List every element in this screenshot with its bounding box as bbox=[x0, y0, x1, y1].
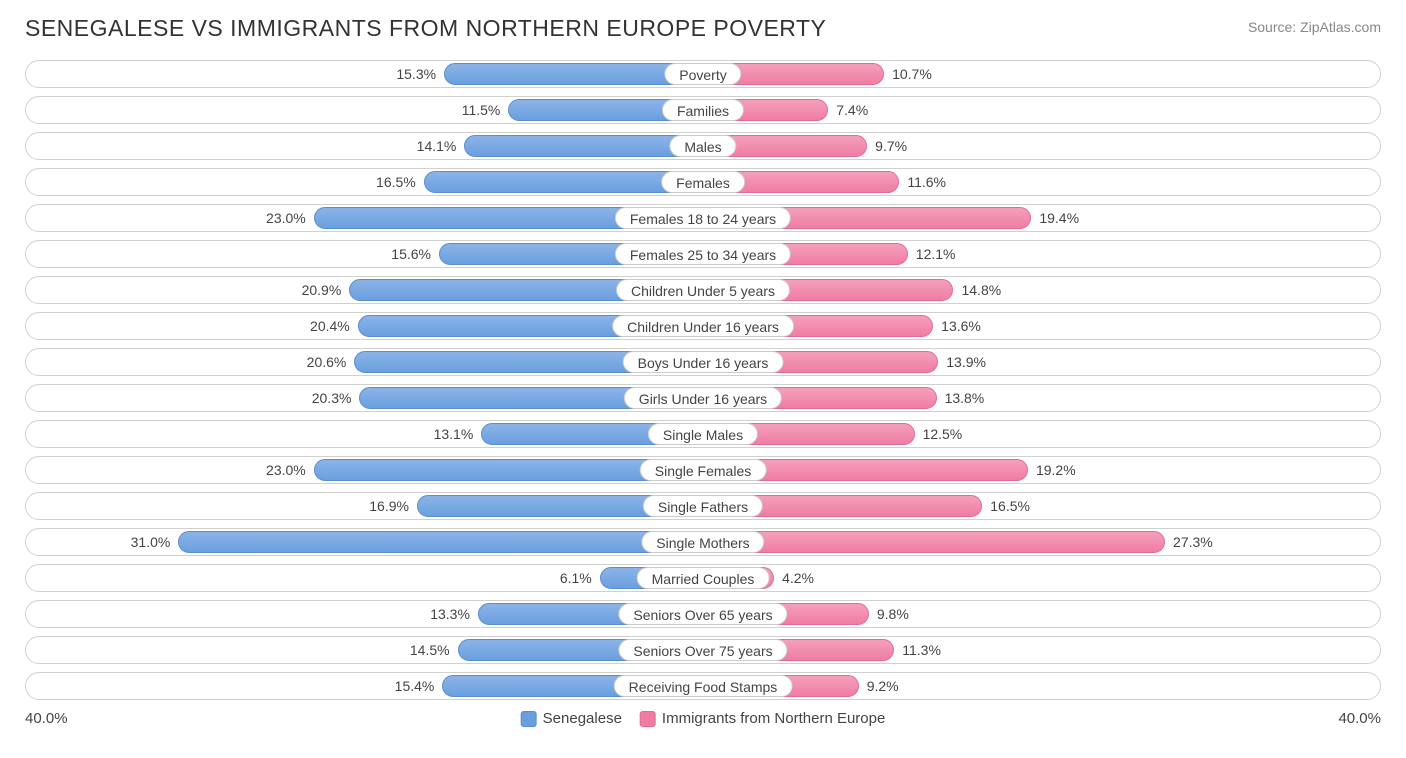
chart-row: 6.1% 4.2% Married Couples bbox=[25, 564, 1381, 592]
value-right: 12.1% bbox=[916, 241, 956, 267]
category-label: Girls Under 16 years bbox=[624, 387, 782, 409]
legend-item-right: Immigrants from Northern Europe bbox=[640, 710, 885, 727]
chart-source: Source: ZipAtlas.com bbox=[1248, 15, 1381, 35]
value-left: 14.5% bbox=[410, 637, 450, 663]
category-label: Married Couples bbox=[637, 567, 770, 589]
category-label: Females bbox=[661, 171, 745, 193]
category-label: Seniors Over 75 years bbox=[618, 639, 787, 661]
category-label: Males bbox=[669, 135, 736, 157]
value-left: 11.5% bbox=[462, 97, 501, 123]
legend-label-right: Immigrants from Northern Europe bbox=[662, 710, 885, 727]
value-right: 13.6% bbox=[941, 313, 981, 339]
chart-title: SENEGALESE VS IMMIGRANTS FROM NORTHERN E… bbox=[25, 15, 826, 42]
category-label: Single Fathers bbox=[643, 495, 763, 517]
axis-max-left: 40.0% bbox=[25, 710, 68, 727]
value-right: 16.5% bbox=[990, 493, 1030, 519]
category-label: Single Mothers bbox=[641, 531, 764, 553]
chart-row: 20.3% 13.8% Girls Under 16 years bbox=[25, 384, 1381, 412]
swatch-left-icon bbox=[521, 711, 537, 727]
value-left: 6.1% bbox=[560, 565, 592, 591]
value-left: 20.9% bbox=[302, 277, 342, 303]
value-right: 9.7% bbox=[875, 133, 907, 159]
value-right: 11.3% bbox=[902, 637, 941, 663]
value-right: 27.3% bbox=[1173, 529, 1213, 555]
chart-row: 14.1% 9.7% Males bbox=[25, 132, 1381, 160]
value-right: 7.4% bbox=[836, 97, 868, 123]
chart-row: 15.3% 10.7% Poverty bbox=[25, 60, 1381, 88]
chart-row: 16.9% 16.5% Single Fathers bbox=[25, 492, 1381, 520]
chart-row: 11.5% 7.4% Families bbox=[25, 96, 1381, 124]
chart-row: 14.5% 11.3% Seniors Over 75 years bbox=[25, 636, 1381, 664]
chart-row: 23.0% 19.2% Single Females bbox=[25, 456, 1381, 484]
value-left: 13.1% bbox=[434, 421, 474, 447]
value-left: 14.1% bbox=[417, 133, 457, 159]
chart-header: SENEGALESE VS IMMIGRANTS FROM NORTHERN E… bbox=[25, 15, 1381, 42]
value-left: 16.5% bbox=[376, 169, 416, 195]
swatch-right-icon bbox=[640, 711, 656, 727]
value-left: 15.6% bbox=[391, 241, 431, 267]
value-left: 23.0% bbox=[266, 457, 306, 483]
category-label: Children Under 5 years bbox=[616, 279, 790, 301]
bar-right bbox=[703, 531, 1165, 553]
value-right: 13.9% bbox=[946, 349, 986, 375]
value-right: 10.7% bbox=[892, 61, 932, 87]
chart-row: 13.1% 12.5% Single Males bbox=[25, 420, 1381, 448]
chart-row: 15.4% 9.2% Receiving Food Stamps bbox=[25, 672, 1381, 700]
value-right: 13.8% bbox=[945, 385, 985, 411]
bar-left bbox=[178, 531, 703, 553]
value-right: 12.5% bbox=[923, 421, 963, 447]
axis-max-right: 40.0% bbox=[1338, 710, 1381, 727]
category-label: Families bbox=[662, 99, 744, 121]
category-label: Seniors Over 65 years bbox=[618, 603, 787, 625]
value-right: 11.6% bbox=[907, 169, 946, 195]
value-right: 4.2% bbox=[782, 565, 814, 591]
chart-row: 15.6% 12.1% Females 25 to 34 years bbox=[25, 240, 1381, 268]
legend-label-left: Senegalese bbox=[543, 710, 622, 727]
value-right: 9.2% bbox=[867, 673, 899, 699]
value-left: 13.3% bbox=[430, 601, 470, 627]
value-right: 14.8% bbox=[961, 277, 1001, 303]
category-label: Single Males bbox=[648, 423, 758, 445]
value-left: 23.0% bbox=[266, 205, 306, 231]
value-left: 15.3% bbox=[396, 61, 436, 87]
value-left: 20.4% bbox=[310, 313, 350, 339]
chart-row: 13.3% 9.8% Seniors Over 65 years bbox=[25, 600, 1381, 628]
value-left: 31.0% bbox=[131, 529, 171, 555]
category-label: Females 25 to 34 years bbox=[615, 243, 791, 265]
legend: Senegalese Immigrants from Northern Euro… bbox=[521, 710, 886, 727]
value-right: 19.2% bbox=[1036, 457, 1076, 483]
value-left: 15.4% bbox=[395, 673, 435, 699]
legend-item-left: Senegalese bbox=[521, 710, 622, 727]
value-left: 16.9% bbox=[369, 493, 409, 519]
value-right: 9.8% bbox=[877, 601, 909, 627]
category-label: Poverty bbox=[664, 63, 741, 85]
category-label: Single Females bbox=[640, 459, 767, 481]
chart-row: 23.0% 19.4% Females 18 to 24 years bbox=[25, 204, 1381, 232]
category-label: Females 18 to 24 years bbox=[615, 207, 791, 229]
chart-row: 20.6% 13.9% Boys Under 16 years bbox=[25, 348, 1381, 376]
category-label: Receiving Food Stamps bbox=[614, 675, 793, 697]
category-label: Children Under 16 years bbox=[612, 315, 794, 337]
value-right: 19.4% bbox=[1039, 205, 1079, 231]
category-label: Boys Under 16 years bbox=[623, 351, 784, 373]
value-left: 20.3% bbox=[312, 385, 352, 411]
chart-row: 16.5% 11.6% Females bbox=[25, 168, 1381, 196]
value-left: 20.6% bbox=[307, 349, 347, 375]
chart-row: 20.9% 14.8% Children Under 5 years bbox=[25, 276, 1381, 304]
chart-row: 20.4% 13.6% Children Under 16 years bbox=[25, 312, 1381, 340]
chart-row: 31.0% 27.3% Single Mothers bbox=[25, 528, 1381, 556]
diverging-bar-chart: 15.3% 10.7% Poverty 11.5% 7.4% Families 14.1% 9… bbox=[25, 60, 1381, 700]
bar-left bbox=[464, 135, 703, 157]
chart-footer: 40.0% Senegalese Immigrants from Norther… bbox=[25, 708, 1381, 732]
